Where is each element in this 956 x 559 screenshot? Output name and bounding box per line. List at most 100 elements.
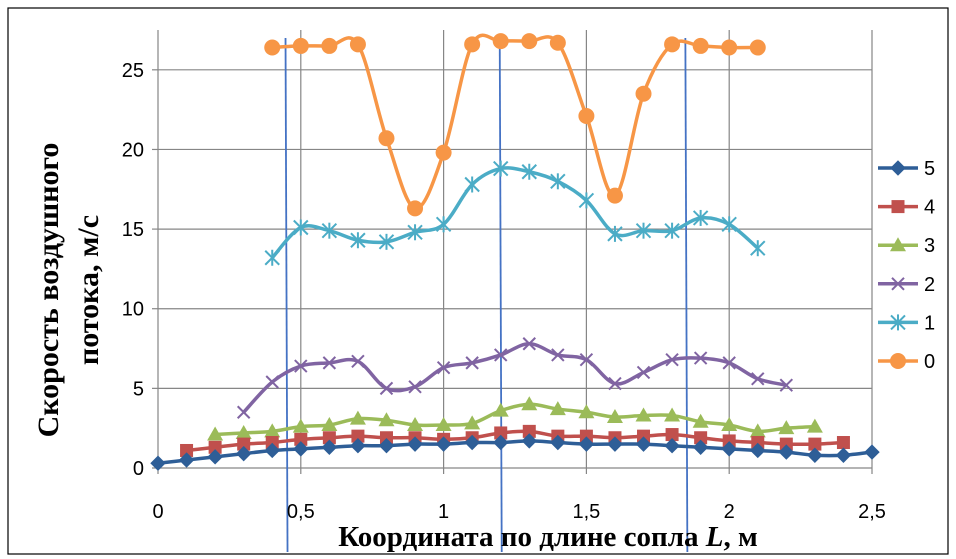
marker-square (322, 431, 336, 445)
marker-x-stroke (351, 354, 365, 368)
marker-diamond (750, 442, 766, 459)
marker-diamond (550, 434, 566, 451)
marker-triangle (890, 237, 906, 252)
x-tick-label: 1 (438, 501, 449, 523)
marker-asterisk (350, 232, 366, 249)
legend-item-0: 0 (878, 351, 935, 373)
y-tick-label: 0 (133, 458, 144, 480)
marker-asterisk (493, 160, 509, 177)
legend-item-4: 4 (878, 197, 935, 219)
marker-x-stroke (522, 337, 536, 351)
marker-x (779, 378, 794, 392)
marker-x-stroke (608, 376, 622, 391)
y-tick-label: 15 (122, 219, 144, 241)
marker-triangle (464, 415, 481, 430)
legend-item-5: 5 (878, 158, 935, 180)
marker-square (751, 436, 765, 450)
x-axis-title: Координата по длине сопла L, м (338, 521, 758, 553)
series-2 (236, 337, 794, 419)
x-axis-title-unit: , м (724, 521, 758, 553)
marker-square (208, 440, 222, 454)
y-tick-label: 5 (133, 378, 144, 400)
x-tick-label: 2,5 (858, 501, 886, 523)
marker-circle (890, 353, 906, 369)
y-tick-label: 25 (122, 60, 144, 82)
marker-triangle (378, 412, 395, 427)
marker-x (436, 360, 451, 375)
marker-x (579, 352, 594, 367)
marker-diamond (635, 436, 652, 452)
marker-x-stroke (465, 356, 479, 370)
marker-square (494, 426, 508, 440)
chart-border (7, 7, 949, 555)
series-group (150, 33, 880, 471)
marker-square (265, 436, 279, 450)
marker-asterisk (435, 216, 452, 233)
y-axis-title: Скорость воздушного потока, м/с (32, 143, 105, 438)
x-axis-title-var: L (705, 521, 724, 553)
marker-x (294, 359, 308, 373)
marker-circle (378, 130, 395, 147)
marker-diamond (321, 439, 338, 456)
legend-label: 5 (924, 158, 935, 180)
marker-x (351, 354, 365, 368)
marker-triangle (349, 410, 366, 425)
marker-square (522, 424, 536, 438)
marker-triangle (207, 426, 224, 441)
marker-diamond (293, 441, 309, 457)
series-1 (264, 160, 766, 266)
marker-asterisk (750, 240, 766, 257)
marker-square (694, 431, 708, 445)
marker-asterisk (578, 192, 595, 209)
marker-x (265, 375, 279, 389)
marker-asterisk (378, 233, 395, 250)
marker-x-stroke (779, 378, 794, 392)
marker-diamond (864, 444, 880, 460)
series-0 (264, 33, 766, 217)
marker-x (522, 337, 536, 351)
marker-x (665, 352, 679, 367)
marker-diamond (807, 447, 823, 463)
marker-circle (435, 144, 452, 161)
legend-item-2: 2 (878, 274, 935, 296)
marker-circle (606, 187, 623, 204)
marker-diamond (578, 436, 595, 452)
marker-x-stroke (579, 352, 594, 367)
marker-x (751, 372, 765, 386)
y-tick-label: 10 (122, 299, 144, 321)
legend-label: 0 (924, 351, 935, 373)
marker-triangle (806, 418, 823, 433)
y-axis-title-line2: потока, м/с (72, 215, 105, 365)
marker-triangle (664, 407, 681, 422)
marker-square (779, 437, 793, 451)
marker-triangle (635, 407, 652, 422)
marker-x-stroke (322, 356, 337, 370)
marker-asterisk (721, 216, 737, 233)
marker-square (637, 429, 651, 443)
marker-diamond (464, 434, 480, 451)
marker-square (294, 432, 308, 446)
marker-circle (721, 39, 738, 56)
marker-diamond (378, 437, 395, 454)
marker-x-stroke (722, 356, 736, 370)
marker-x (408, 380, 422, 394)
marker-x-stroke (236, 405, 251, 419)
y-axis-title-line1: Скорость воздушного (32, 143, 65, 438)
marker-diamond (607, 436, 623, 452)
marker-asterisk (607, 225, 623, 242)
marker-diamond (664, 437, 680, 454)
marker-square (665, 428, 679, 442)
marker-x (722, 356, 736, 370)
marker-x-stroke (693, 351, 708, 365)
marker-x (236, 405, 251, 419)
marker-x (693, 351, 708, 365)
reference-line (498, 37, 503, 553)
marker-diamond (692, 439, 709, 456)
marker-asterisk (692, 209, 709, 226)
marker-x-stroke (751, 372, 765, 386)
marker-square (722, 434, 736, 448)
marker-triangle (492, 402, 509, 417)
x-tick-label: 0,5 (287, 501, 315, 523)
marker-x-stroke (408, 380, 422, 394)
